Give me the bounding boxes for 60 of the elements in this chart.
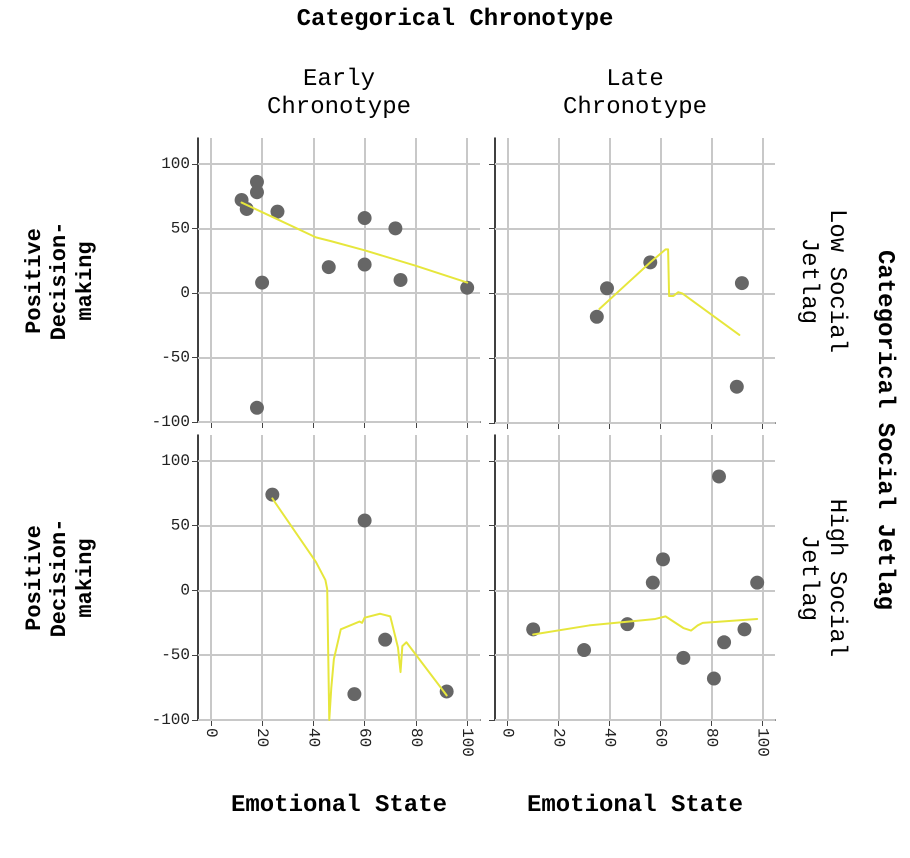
text: Categorical Social Jetlag <box>870 248 899 612</box>
y-tick-label: -100 <box>152 711 190 729</box>
point <box>600 281 614 296</box>
text: Low Social Jetlag <box>794 207 851 355</box>
point <box>394 273 408 287</box>
x-axis-title: Emotional State <box>230 792 448 820</box>
y-axis-title: Positive Decision-making <box>21 517 99 639</box>
point <box>250 185 264 200</box>
chart-title: Early Chronotype <box>266 66 412 122</box>
y-tick-label: 0 <box>180 284 190 302</box>
chart-title: Late Chronotype <box>562 66 708 122</box>
point <box>358 514 372 528</box>
point <box>646 576 660 590</box>
x-tick-label: 40 <box>304 728 322 748</box>
y-tick-label: 100 <box>161 452 190 470</box>
point <box>358 211 372 226</box>
point <box>676 650 690 665</box>
y-tick-label: 50 <box>170 219 190 238</box>
x-axis-title: Emotional State <box>526 792 744 820</box>
point <box>347 687 362 702</box>
point <box>590 310 604 324</box>
point <box>734 276 749 290</box>
x-tick-label: 20 <box>253 728 272 748</box>
point <box>712 469 726 484</box>
point <box>250 400 264 415</box>
x-tick-label: 60 <box>651 728 670 748</box>
y-tick-label: 0 <box>180 581 190 600</box>
point <box>322 260 336 274</box>
x-tick-label: 0 <box>498 728 517 738</box>
x-tick-label: 100 <box>753 728 772 757</box>
y-tick-label: -50 <box>161 348 190 366</box>
point <box>388 221 402 236</box>
point <box>730 380 744 394</box>
point <box>255 276 270 290</box>
x-tick-label: 0 <box>202 728 220 738</box>
point <box>717 635 732 650</box>
point <box>358 258 372 272</box>
point <box>656 552 670 566</box>
y-tick-label: -50 <box>161 646 190 664</box>
point <box>577 643 592 658</box>
point <box>270 204 284 219</box>
point <box>460 280 474 295</box>
text: Categorical Chronotype <box>296 6 614 34</box>
point <box>378 632 392 647</box>
x-tick-label: 20 <box>550 728 568 748</box>
point <box>526 622 540 636</box>
y-tick-label: 100 <box>161 154 190 173</box>
point <box>750 576 764 590</box>
point <box>706 672 721 686</box>
point <box>737 622 752 636</box>
point <box>265 488 280 502</box>
y-axis-title: Positive Decision-making <box>21 220 99 342</box>
text: High Social Jetlag <box>794 497 851 659</box>
y-tick-label: 50 <box>170 516 190 535</box>
x-tick-label: 80 <box>702 728 720 748</box>
x-tick-label: 60 <box>356 728 374 748</box>
y-tick-label: -100 <box>152 413 190 431</box>
x-tick-label: 80 <box>406 728 425 748</box>
x-tick-label: 40 <box>600 728 619 748</box>
x-tick-label: 100 <box>458 728 476 757</box>
